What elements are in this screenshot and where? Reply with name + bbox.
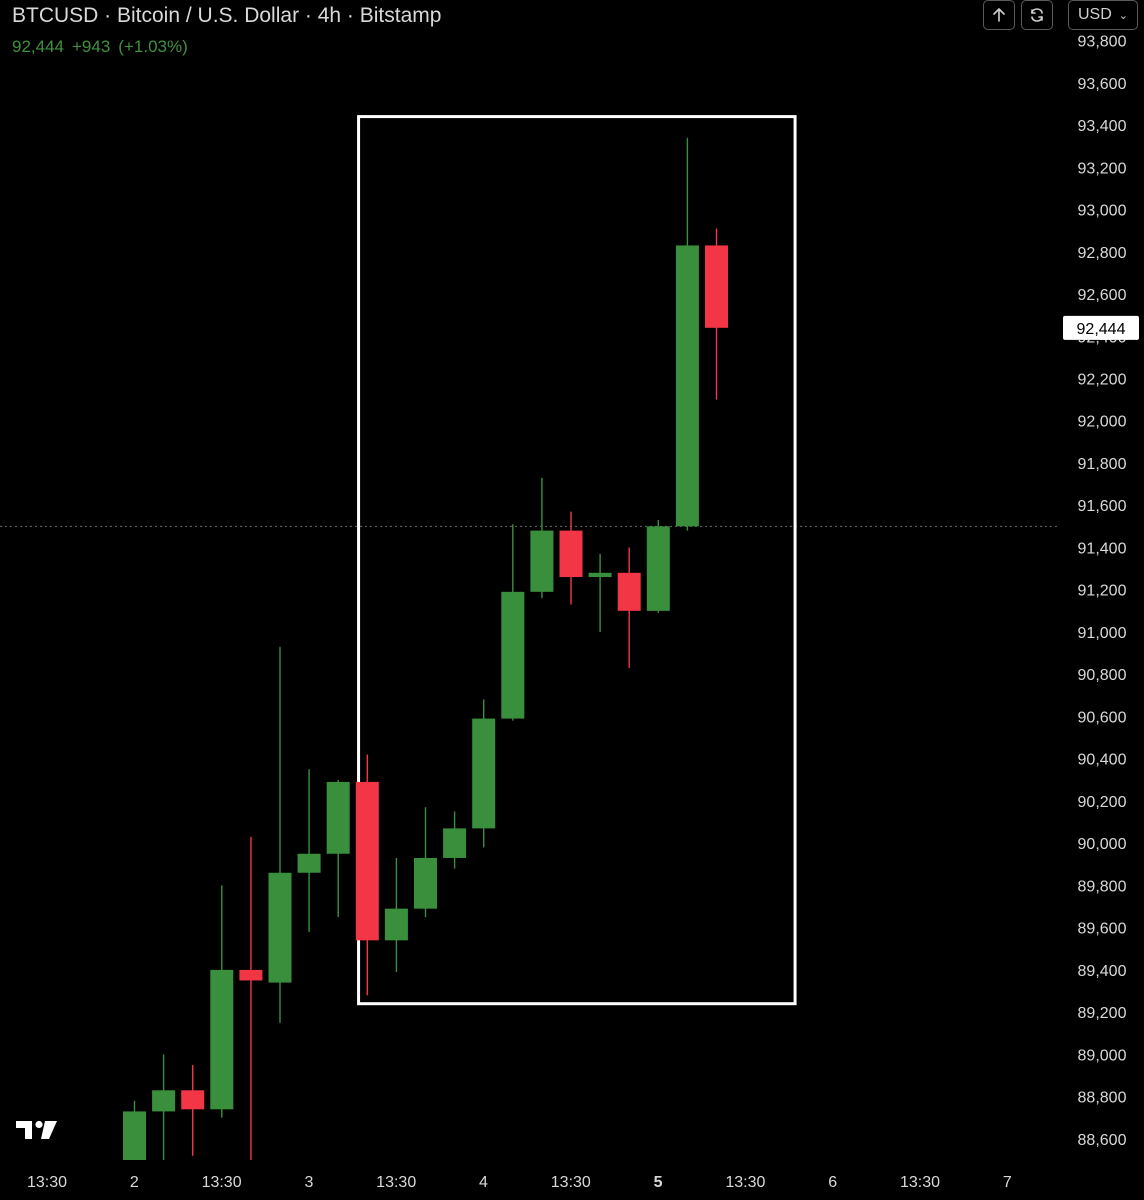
chart-header: BTCUSD · Bitcoin / U.S. Dollar · 4h · Bi… xyxy=(0,0,960,60)
x-tick-label: 13:30 xyxy=(202,1174,242,1191)
x-tick-label: 13:30 xyxy=(900,1174,940,1191)
candle-body xyxy=(326,781,350,854)
top-controls: USD ⌄ xyxy=(983,0,1138,32)
y-tick-label: 93,800 xyxy=(1078,34,1127,51)
candle-body xyxy=(705,245,728,328)
y-tick-label: 93,600 xyxy=(1078,76,1127,93)
y-tick-label: 88,800 xyxy=(1078,1090,1127,1107)
candle xyxy=(675,137,699,531)
candle-body xyxy=(617,572,641,611)
y-tick-label: 92,000 xyxy=(1078,414,1127,431)
x-tick-label: 13:30 xyxy=(376,1174,416,1191)
candle-body xyxy=(355,781,379,941)
candle xyxy=(123,1100,146,1160)
y-tick-label: 89,000 xyxy=(1078,1047,1127,1064)
candle xyxy=(181,1064,205,1156)
x-tick-label: 13:30 xyxy=(725,1174,765,1191)
candle-body xyxy=(443,828,467,858)
candle xyxy=(617,547,641,668)
y-tick-label: 91,600 xyxy=(1078,498,1127,515)
candle xyxy=(646,520,670,613)
y-tick-label: 91,400 xyxy=(1078,540,1127,557)
y-tick-label: 89,400 xyxy=(1078,963,1127,980)
candle-body xyxy=(123,1111,146,1160)
x-tick-label: 6 xyxy=(828,1174,837,1191)
candle xyxy=(384,857,408,973)
x-tick-label: 5 xyxy=(654,1174,663,1191)
y-tick-label: 90,400 xyxy=(1078,752,1127,769)
candle-body xyxy=(384,908,408,941)
candle-body xyxy=(675,245,699,527)
last-price-badge xyxy=(1063,315,1139,340)
y-tick-label: 91,200 xyxy=(1078,583,1127,600)
y-tick-label: 93,400 xyxy=(1078,118,1127,135)
candle xyxy=(705,228,728,400)
y-tick-label: 90,200 xyxy=(1078,794,1127,811)
candle xyxy=(152,1054,176,1160)
y-tick-label: 92,800 xyxy=(1078,245,1127,262)
y-tick-label: 91,000 xyxy=(1078,625,1127,642)
candle-body xyxy=(268,872,292,983)
candle xyxy=(530,477,554,599)
x-tick-label: 13:30 xyxy=(551,1174,591,1191)
candle-body xyxy=(297,853,321,873)
candle xyxy=(326,779,350,918)
candle xyxy=(268,646,292,1023)
candle xyxy=(355,754,379,996)
x-tick-label: 3 xyxy=(304,1174,313,1191)
candle-body xyxy=(530,530,554,592)
y-tick-label: 89,600 xyxy=(1078,921,1127,938)
price-change: +943 xyxy=(72,37,111,56)
candle-body xyxy=(501,591,525,719)
candle xyxy=(210,885,234,1118)
candle xyxy=(414,807,437,918)
candle-body xyxy=(472,718,496,829)
y-tick-label: 91,800 xyxy=(1078,456,1127,473)
last-price: 92,444 xyxy=(12,37,64,56)
candle-body xyxy=(646,526,670,611)
y-tick-label: 93,200 xyxy=(1078,160,1127,177)
candle-body xyxy=(414,857,437,909)
price-quote: 92,444 +943 (+1.03%) xyxy=(12,37,196,57)
y-tick-label: 92,200 xyxy=(1078,372,1127,389)
candle-body xyxy=(181,1090,205,1110)
candle-body xyxy=(588,572,612,578)
candle xyxy=(443,811,467,869)
candle-body xyxy=(210,969,234,1110)
y-tick-label: 90,800 xyxy=(1078,667,1127,684)
y-tick-label: 92,600 xyxy=(1078,287,1127,304)
y-tick-label: 90,600 xyxy=(1078,709,1127,726)
candle-body xyxy=(559,530,583,578)
chevron-down-icon: ⌄ xyxy=(1118,9,1128,22)
candle xyxy=(501,524,525,721)
candle-body xyxy=(239,969,263,981)
highlight-box xyxy=(357,115,797,1006)
currency-label: USD xyxy=(1078,6,1112,23)
currency-select[interactable]: USD ⌄ xyxy=(1068,0,1138,30)
candle xyxy=(559,511,583,605)
candle xyxy=(297,769,321,932)
last-price-label: 92,444 xyxy=(1077,321,1126,338)
symbol-title[interactable]: BTCUSD · Bitcoin / U.S. Dollar · 4h · Bi… xyxy=(12,4,442,27)
y-tick-label: 88,600 xyxy=(1078,1132,1127,1149)
x-tick-label: 7 xyxy=(1003,1174,1012,1191)
x-tick-label: 4 xyxy=(479,1174,488,1191)
candle-body xyxy=(152,1090,176,1112)
candle xyxy=(472,699,496,848)
y-tick-label: 93,000 xyxy=(1078,203,1127,220)
y-tick-label: 90,000 xyxy=(1078,836,1127,853)
price-change-percent: (+1.03%) xyxy=(118,37,188,56)
x-tick-label: 2 xyxy=(130,1174,139,1191)
candle xyxy=(588,553,612,632)
tradingview-logo-icon xyxy=(14,1118,58,1147)
candle xyxy=(239,836,263,1160)
y-tick-label: 89,200 xyxy=(1078,1005,1127,1022)
arrow-up-icon[interactable] xyxy=(983,0,1015,30)
sync-icon[interactable] xyxy=(1021,0,1053,30)
x-tick-label: 13:30 xyxy=(27,1174,67,1191)
y-tick-label: 89,800 xyxy=(1078,878,1127,895)
